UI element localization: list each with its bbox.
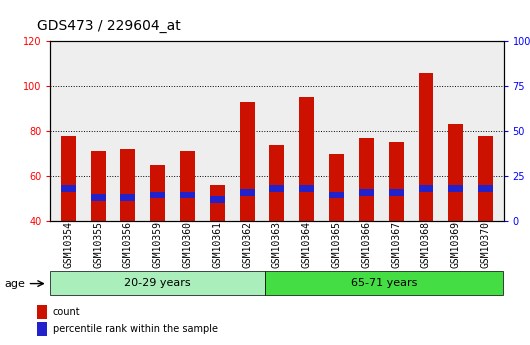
- Bar: [180, 151, 195, 221]
- Text: count: count: [53, 307, 81, 317]
- Bar: [240, 189, 254, 196]
- Bar: [299, 185, 314, 191]
- Bar: [269, 145, 285, 221]
- Bar: [91, 151, 105, 221]
- Bar: [210, 185, 225, 221]
- Bar: [359, 138, 374, 221]
- Text: GSM10361: GSM10361: [213, 221, 222, 268]
- Text: percentile rank within the sample: percentile rank within the sample: [53, 324, 218, 334]
- Bar: [299, 97, 314, 221]
- Bar: [61, 185, 76, 191]
- Text: 20-29 years: 20-29 years: [125, 278, 191, 288]
- Bar: [265, 271, 504, 295]
- Bar: [120, 194, 135, 201]
- Bar: [91, 194, 105, 201]
- Bar: [120, 149, 135, 221]
- Bar: [269, 185, 285, 191]
- Bar: [419, 73, 434, 221]
- Bar: [240, 102, 254, 221]
- Bar: [478, 185, 493, 191]
- Bar: [359, 189, 374, 196]
- Text: GSM10366: GSM10366: [361, 221, 372, 268]
- Bar: [419, 185, 434, 191]
- Text: GDS473 / 229604_at: GDS473 / 229604_at: [37, 19, 181, 33]
- Text: GSM10355: GSM10355: [93, 221, 103, 268]
- Bar: [448, 125, 463, 221]
- Bar: [448, 185, 463, 191]
- Text: age: age: [4, 279, 25, 288]
- Bar: [150, 192, 165, 198]
- Bar: [329, 154, 344, 221]
- Text: GSM10359: GSM10359: [153, 221, 163, 268]
- Bar: [150, 165, 165, 221]
- Bar: [388, 142, 404, 221]
- Text: GSM10365: GSM10365: [332, 221, 341, 268]
- Bar: [37, 322, 47, 336]
- Text: GSM10368: GSM10368: [421, 221, 431, 268]
- Bar: [61, 136, 76, 221]
- Text: GSM10362: GSM10362: [242, 221, 252, 268]
- Text: 65-71 years: 65-71 years: [351, 278, 418, 288]
- Bar: [180, 192, 195, 198]
- Text: GSM10363: GSM10363: [272, 221, 282, 268]
- Bar: [329, 192, 344, 198]
- Text: GSM10360: GSM10360: [182, 221, 192, 268]
- Text: GSM10364: GSM10364: [302, 221, 312, 268]
- Text: GSM10367: GSM10367: [391, 221, 401, 268]
- Text: GSM10354: GSM10354: [63, 221, 73, 268]
- Text: GSM10370: GSM10370: [481, 221, 491, 268]
- Bar: [210, 196, 225, 203]
- Bar: [37, 305, 47, 319]
- Text: GSM10356: GSM10356: [123, 221, 133, 268]
- Bar: [388, 189, 404, 196]
- Text: GSM10369: GSM10369: [451, 221, 461, 268]
- Bar: [50, 271, 265, 295]
- Bar: [478, 136, 493, 221]
